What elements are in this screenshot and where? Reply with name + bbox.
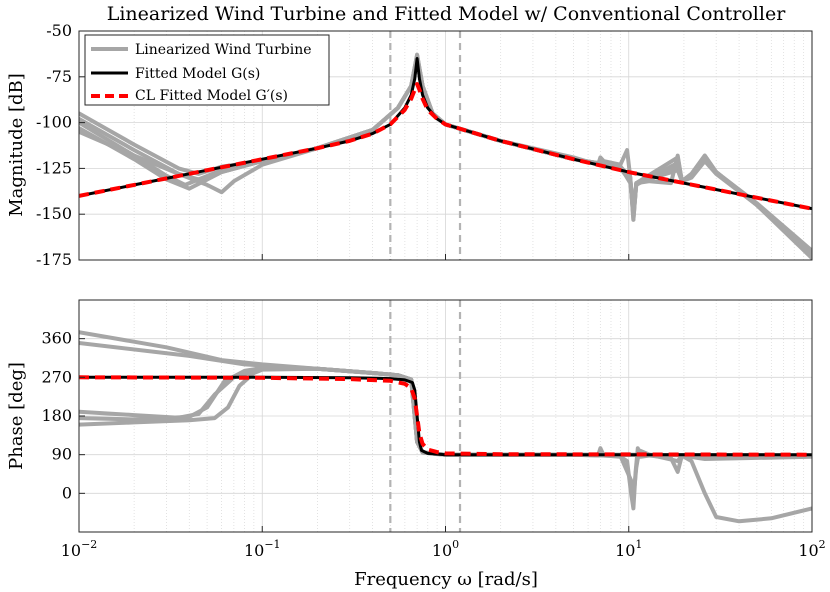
chart-title: Linearized Wind Turbine and Fitted Model… bbox=[107, 3, 786, 25]
y-tick-label: -50 bbox=[46, 21, 72, 40]
x-tick-label: 102 bbox=[798, 538, 825, 560]
y-tick-label: -100 bbox=[36, 113, 72, 132]
x-tick-label: 100 bbox=[432, 538, 459, 560]
x-tick-label: 10−2 bbox=[61, 538, 98, 560]
y-tick-label: -175 bbox=[36, 250, 72, 269]
y-tick-label: -75 bbox=[46, 67, 72, 86]
legend: Linearized Wind Turbine Fitted Model G(s… bbox=[84, 34, 330, 106]
legend-label-fit: Fitted Model G(s) bbox=[135, 66, 260, 82]
x-tick-label: 10−1 bbox=[244, 538, 281, 560]
y-tick-label: -150 bbox=[36, 204, 72, 223]
magnitude-axes: -175 -150 -125 -100 -75 -50 Magnitude [dB] Li… bbox=[6, 21, 813, 269]
phase-ylabel: Phase [deg] bbox=[6, 362, 27, 470]
x-tick-label: 101 bbox=[615, 538, 642, 560]
y-tick-label: 360 bbox=[41, 329, 72, 348]
series-cl-line bbox=[79, 82, 812, 211]
y-tick-label: 180 bbox=[41, 406, 72, 425]
phase-axes: 0 90 180 270 360 10−2 10−1 100 101 102 Phase [de… bbox=[6, 254, 826, 560]
y-tick-label: -125 bbox=[36, 158, 72, 177]
y-tick-label: 0 bbox=[62, 483, 72, 502]
x-axis-label: Frequency ω [rad/s] bbox=[354, 569, 538, 590]
magnitude-ylabel: Magnitude [dB] bbox=[6, 73, 27, 217]
legend-label-plant: Linearized Wind Turbine bbox=[135, 42, 312, 58]
legend-box bbox=[84, 34, 330, 106]
legend-label-cl: CL Fitted Model G′(s) bbox=[135, 88, 288, 104]
y-tick-label: 90 bbox=[52, 445, 72, 464]
y-tick-label: 270 bbox=[41, 367, 72, 386]
